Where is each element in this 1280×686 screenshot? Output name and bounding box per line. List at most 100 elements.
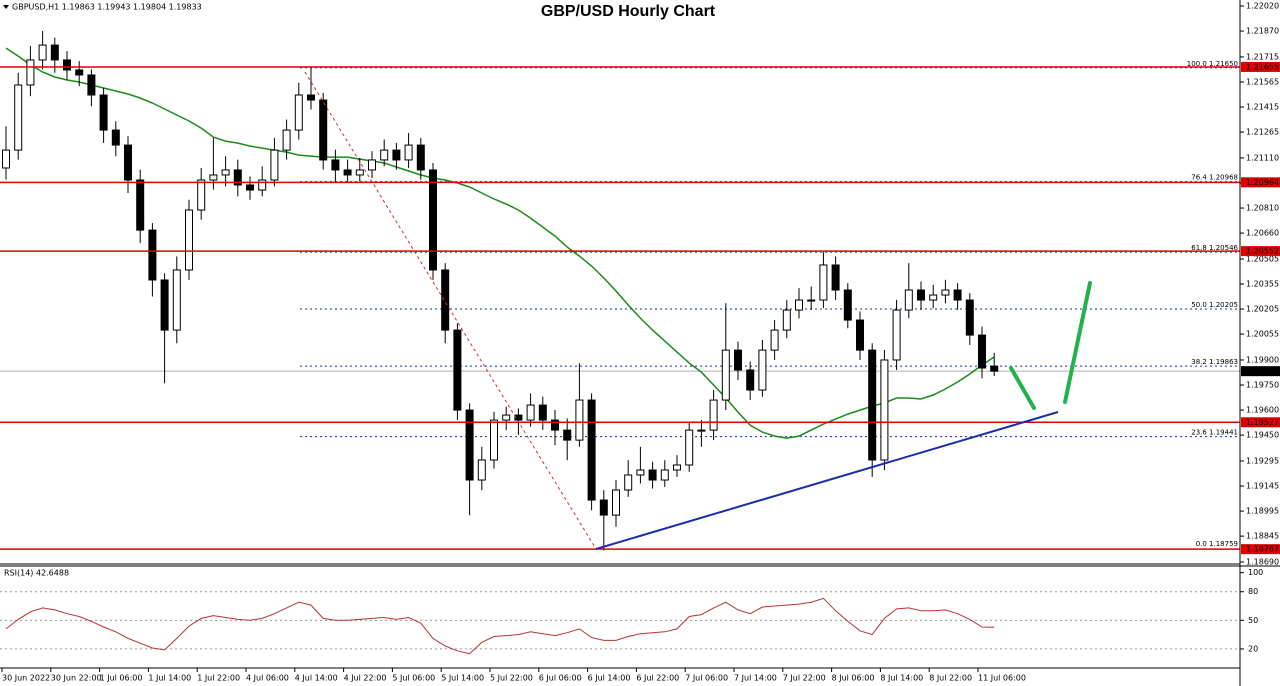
candle-body — [856, 319, 864, 351]
candle-body — [319, 99, 328, 161]
rsi-line — [5, 597, 995, 655]
x-tick-label: 1 Jul 14:00 — [148, 674, 191, 683]
y-tick-label: 1.21715 — [1246, 52, 1279, 61]
fib-label: 23.6 1.19441 — [1191, 429, 1238, 437]
current-price-label: 1.19833 — [1246, 367, 1279, 376]
x-tick-label: 5 Jul 22:00 — [490, 674, 533, 683]
y-tick-label: 50 — [1248, 616, 1258, 625]
y-tick-label: 1.19145 — [1246, 482, 1279, 491]
candle-body — [770, 329, 779, 351]
candle-body — [282, 129, 291, 151]
x-tick-label: 6 Jul 06:00 — [539, 674, 582, 683]
y-tick-label: 1.21110 — [1246, 153, 1279, 162]
candle-body — [965, 299, 974, 336]
y-tick-label: 1.19295 — [1246, 456, 1279, 465]
candle-body — [221, 169, 230, 176]
x-tick-label: 30 Jun 22:00 — [51, 674, 102, 683]
symbol-header: GBPUSD,H1 1.19863 1.19943 1.19804 1.1983… — [12, 3, 202, 12]
x-tick-label: 6 Jul 14:00 — [588, 674, 631, 683]
candle-body — [758, 349, 767, 391]
x-tick-label: 6 Jul 22:00 — [636, 674, 679, 683]
level-tag-label: 1.18767 — [1246, 545, 1279, 554]
y-tick-label: 1.20660 — [1246, 229, 1279, 238]
candle-body — [392, 149, 401, 161]
x-tick-label: 7 Jul 06:00 — [685, 674, 728, 683]
candle-body — [819, 264, 828, 301]
y-tick-label: 1.22020 — [1246, 2, 1279, 11]
x-tick-label: 4 Jul 22:00 — [344, 674, 387, 683]
level-tag-label: 1.19527 — [1246, 418, 1279, 427]
fib-label: 0.0 1.18759 — [1196, 540, 1238, 548]
candle-body — [136, 179, 145, 231]
candle-body — [648, 469, 657, 481]
x-tick-label: 8 Jul 06:00 — [832, 674, 875, 683]
candle-body — [624, 474, 633, 491]
y-tick-label: 100 — [1248, 568, 1263, 577]
candle-body — [2, 149, 10, 169]
candle-body — [331, 159, 340, 171]
candle-body — [50, 44, 59, 61]
y-tick-label: 1.18690 — [1246, 557, 1279, 566]
y-tick-label: 1.21415 — [1246, 103, 1279, 112]
candle-body — [380, 149, 389, 161]
candle-body — [258, 179, 267, 191]
level-tag — [1241, 544, 1280, 555]
candle-body — [697, 429, 706, 432]
candle-body — [843, 289, 852, 321]
level-tag-label: 1.20552 — [1246, 247, 1279, 256]
fib-label: 100.0 1.21650 — [1187, 60, 1238, 68]
candle-body — [941, 289, 950, 296]
x-tick-label: 4 Jul 14:00 — [295, 674, 338, 683]
candle-body — [917, 289, 925, 301]
candle-body — [197, 179, 206, 211]
candle-body — [978, 334, 986, 369]
x-tick-label: 5 Jul 14:00 — [441, 674, 484, 683]
y-tick-label: 80 — [1248, 587, 1258, 596]
candle-body — [563, 429, 572, 441]
candle-body — [868, 349, 877, 461]
candle-body — [795, 299, 803, 311]
candle-body — [892, 309, 901, 361]
candle-body — [514, 414, 523, 421]
level-tag — [1241, 417, 1280, 428]
candle-body — [404, 144, 413, 161]
candle-body — [75, 69, 84, 76]
candle-body — [599, 499, 608, 516]
candle-body — [355, 169, 364, 176]
y-tick-label: 20 — [1248, 644, 1258, 653]
arrow-down — [1009, 366, 1036, 410]
x-tick-label: 8 Jul 22:00 — [929, 674, 972, 683]
level-tag-label: 1.21655 — [1246, 62, 1279, 71]
fib-label: 38.2 1.19863 — [1191, 358, 1238, 366]
candle-body — [148, 229, 157, 281]
candle-body — [660, 469, 669, 481]
y-tick-label: 1.18995 — [1246, 507, 1279, 516]
candle-body — [929, 294, 938, 301]
candle-body — [307, 94, 315, 101]
rsi-label: RSI(14) 42.6488 — [4, 569, 69, 578]
x-tick-label: 8 Jul 14:00 — [880, 674, 923, 683]
candle-body — [111, 129, 120, 146]
candle-body — [612, 489, 620, 516]
candle-body — [99, 94, 108, 131]
candle-body — [87, 74, 96, 96]
candle-body — [441, 269, 450, 331]
y-tick-label: 1.19900 — [1246, 355, 1279, 364]
candle-body — [734, 349, 742, 371]
candle-body — [685, 429, 694, 466]
candle-body — [416, 144, 425, 171]
candle-body — [124, 144, 132, 181]
candle-body — [782, 309, 791, 331]
candle-body — [526, 404, 535, 421]
candle-body — [26, 59, 35, 86]
candle-body — [673, 464, 681, 471]
y-tick-label: 1.19450 — [1246, 431, 1279, 440]
candle-body — [185, 209, 193, 271]
candle-body — [368, 159, 376, 171]
y-tick-label: 1.19750 — [1246, 381, 1279, 390]
y-tick-label: 1.21870 — [1246, 27, 1279, 36]
candle-body — [160, 279, 169, 331]
candle-body — [904, 289, 913, 311]
level-tag — [1241, 246, 1280, 257]
